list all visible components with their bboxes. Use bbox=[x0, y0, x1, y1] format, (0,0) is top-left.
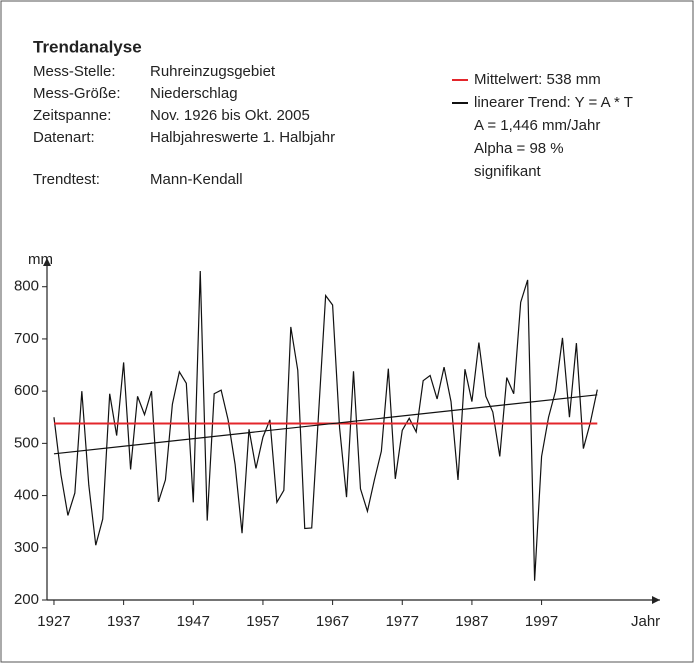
legend-note: A = 1,446 mm/Jahr bbox=[474, 117, 600, 134]
y-tick-label: 200 bbox=[14, 591, 39, 608]
x-tick-label: 1937 bbox=[107, 613, 140, 630]
chart-title: Trendanalyse bbox=[33, 37, 142, 56]
x-tick-label: 1977 bbox=[386, 613, 419, 630]
legend-label: linearer Trend: Y = A * T bbox=[474, 94, 633, 111]
info-value: Nov. 1926 bis Okt. 2005 bbox=[150, 107, 310, 124]
x-tick-label: 1927 bbox=[37, 613, 70, 630]
info-label: Zeitspanne: bbox=[33, 107, 111, 124]
x-tick-label: 1947 bbox=[177, 613, 210, 630]
info-label: Mess-Größe: bbox=[33, 85, 121, 102]
y-tick-label: 700 bbox=[14, 330, 39, 347]
y-axis-label: mm bbox=[28, 251, 53, 268]
legend-note: Alpha = 98 % bbox=[474, 140, 564, 157]
x-tick-label: 1987 bbox=[455, 613, 488, 630]
x-axis-label: Jahr bbox=[631, 613, 660, 630]
x-arrow bbox=[652, 596, 660, 604]
info-value: Niederschlag bbox=[150, 85, 238, 102]
info-label: Mess-Stelle: bbox=[33, 63, 116, 80]
y-tick-label: 400 bbox=[14, 487, 39, 504]
info-value: Mann-Kendall bbox=[150, 171, 243, 188]
y-tick-label: 300 bbox=[14, 539, 39, 556]
info-label: Datenart: bbox=[33, 129, 95, 146]
x-tick-label: 1957 bbox=[246, 613, 279, 630]
info-label: Trendtest: bbox=[33, 171, 100, 188]
y-tick-label: 500 bbox=[14, 434, 39, 451]
y-arrow bbox=[43, 258, 51, 266]
y-tick-label: 600 bbox=[14, 382, 39, 399]
legend-note: signifikant bbox=[474, 163, 542, 180]
legend-label: Mittelwert: 538 mm bbox=[474, 71, 601, 88]
x-tick-label: 1967 bbox=[316, 613, 349, 630]
x-tick-label: 1997 bbox=[525, 613, 558, 630]
info-value: Ruhreinzugsgebiet bbox=[150, 63, 276, 80]
info-value: Halbjahreswerte 1. Halbjahr bbox=[150, 129, 335, 146]
series-line bbox=[53, 271, 598, 581]
series-line bbox=[53, 394, 598, 455]
y-tick-label: 800 bbox=[14, 278, 39, 295]
